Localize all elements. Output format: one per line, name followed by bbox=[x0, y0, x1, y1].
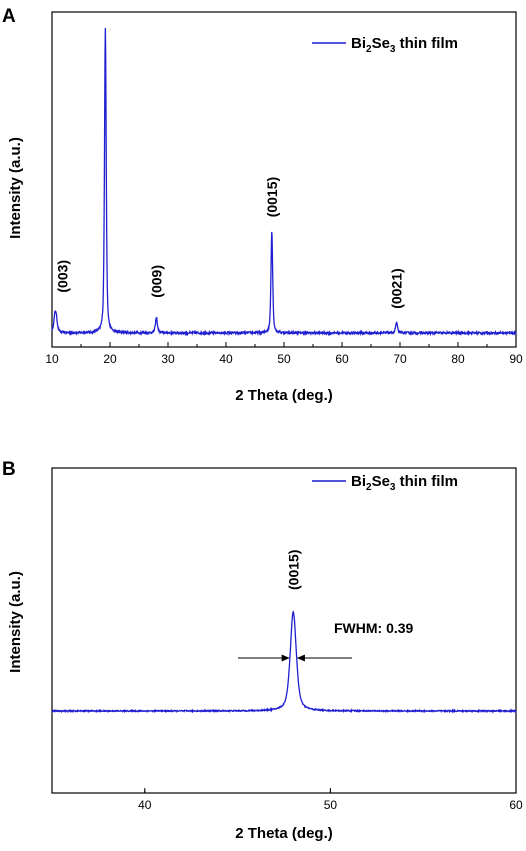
peak-label: (0015) bbox=[264, 177, 280, 217]
panel-b: B 40 50 60 (0015) Bi2Se3 thin film FWHM: 0… bbox=[2, 459, 523, 842]
peak-label: (0015) bbox=[285, 550, 301, 590]
panel-a-peak-labels: (003)(006)(009)(0015)(0021) bbox=[55, 177, 405, 309]
panel-b-legend-label: Bi2Se3 thin film bbox=[351, 473, 458, 493]
panel-b-peak-labels: (0015) bbox=[285, 550, 301, 590]
x-tick-label: 40 bbox=[219, 352, 233, 366]
panel-a-plot-frame bbox=[51, 11, 517, 348]
panel-b-x-axis-title: 2 Theta (deg.) bbox=[235, 825, 333, 842]
x-tick-label: 90 bbox=[509, 352, 523, 366]
fwhm-label: FWHM: 0.39 bbox=[334, 620, 414, 636]
peak-label: (003) bbox=[55, 260, 71, 293]
x-tick-label: 30 bbox=[161, 352, 175, 366]
peak-label: (0021) bbox=[389, 268, 405, 308]
x-tick-label: 60 bbox=[509, 798, 523, 812]
panel-b-series-line bbox=[51, 610, 517, 714]
panel-a-legend-label: Bi2Se3 thin film bbox=[351, 35, 458, 55]
peak-label: (009) bbox=[148, 265, 164, 298]
panel-a-x-axis-title: 2 Theta (deg.) bbox=[235, 387, 333, 404]
panel-a-y-axis-title: Intensity (a.u.) bbox=[7, 137, 24, 239]
fwhm-arrowhead-right bbox=[296, 654, 305, 662]
x-tick-label: 80 bbox=[451, 352, 465, 366]
panel-a-legend: Bi2Se3 thin film bbox=[312, 35, 458, 55]
x-tick-label: 40 bbox=[138, 798, 152, 812]
x-tick-label: 60 bbox=[335, 352, 349, 366]
panel-b-y-axis-title: Intensity (a.u.) bbox=[7, 571, 24, 673]
panel-a-x-ticks: 10 20 30 40 50 60 70 80 90 bbox=[45, 342, 523, 366]
x-tick-label: 50 bbox=[277, 352, 291, 366]
x-tick-label: 70 bbox=[393, 352, 407, 366]
fwhm-arrows bbox=[238, 654, 352, 662]
panel-a-letter: A bbox=[2, 6, 16, 27]
panel-b-plot-frame bbox=[51, 467, 517, 794]
panel-b-x-ticks: 40 50 60 bbox=[138, 788, 523, 812]
fwhm-arrowhead-left bbox=[281, 654, 290, 662]
x-tick-label: 50 bbox=[324, 798, 338, 812]
x-tick-label: 20 bbox=[103, 352, 117, 366]
panel-b-letter: B bbox=[2, 459, 16, 480]
panel-b-legend: Bi2Se3 thin film bbox=[312, 473, 458, 493]
x-tick-label: 10 bbox=[45, 352, 59, 366]
panel-a-series-line bbox=[51, 27, 517, 337]
